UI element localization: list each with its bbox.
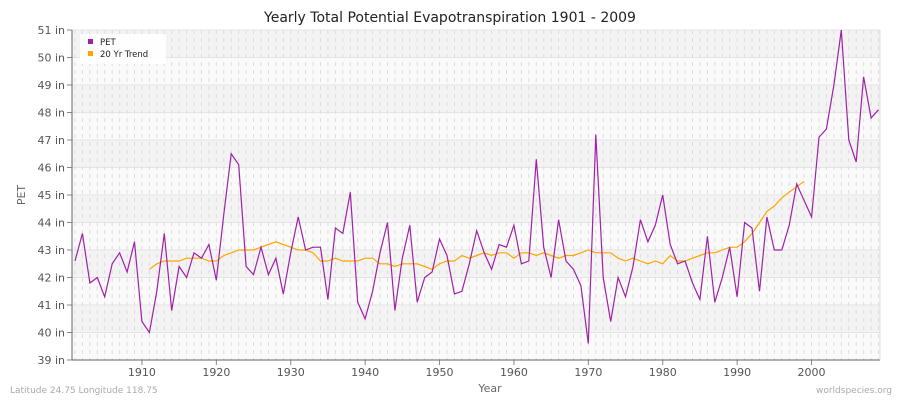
y-tick-label: 49 in	[37, 79, 65, 92]
y-tick-label: 50 in	[37, 52, 65, 65]
x-tick-label: 1990	[723, 366, 751, 379]
y-tick-label: 44 in	[37, 217, 65, 230]
band	[72, 112, 880, 140]
band	[72, 140, 880, 168]
band	[72, 277, 880, 305]
legend: PET 20 Yr Trend	[80, 34, 166, 64]
x-tick-label: 1930	[277, 366, 305, 379]
source-label: worldspecies.org	[816, 386, 892, 396]
y-tick-label: 51 in	[37, 24, 65, 37]
x-tick-label: 1950	[426, 366, 454, 379]
x-axis: 1910 1920 1930 1940 1950 1960 1970 1980 1990 2000	[128, 360, 826, 379]
y-tick-label: 48 in	[37, 107, 65, 120]
trend-line	[149, 180, 805, 270]
band	[72, 305, 880, 333]
pet-line	[74, 29, 879, 344]
band	[72, 167, 880, 195]
band	[72, 332, 880, 360]
y-tick-label: 39 in	[37, 354, 65, 367]
legend-label-trend: 20 Yr Trend	[100, 50, 148, 60]
y-tick-label: 41 in	[37, 299, 65, 312]
y-tick-label: 47 in	[37, 134, 65, 147]
y-tick-label: 40 in	[37, 327, 65, 340]
x-tick-label: 1940	[351, 366, 379, 379]
y-tick-label: 45 in	[37, 189, 65, 202]
location-label: Latitude 24.75 Longitude 118.75	[10, 386, 158, 396]
y-axis-label: PET	[15, 185, 28, 206]
x-tick-label: 1980	[649, 366, 677, 379]
x-tick-label: 1910	[128, 366, 156, 379]
y-tick-label: 46 in	[37, 162, 65, 175]
legend-box	[80, 34, 166, 64]
band	[72, 30, 880, 58]
x-tick-label: 1960	[500, 366, 528, 379]
x-axis-label: Year	[477, 382, 502, 395]
legend-swatch-pet	[88, 39, 93, 44]
legend-label-pet: PET	[100, 38, 116, 48]
y-tick-label: 43 in	[37, 244, 65, 257]
band	[72, 250, 880, 278]
y-tick-label: 42 in	[37, 272, 65, 285]
band	[72, 85, 880, 113]
chart-title: Yearly Total Potential Evapotranspiratio…	[263, 10, 636, 26]
legend-swatch-trend	[88, 51, 93, 56]
x-tick-label: 1920	[202, 366, 230, 379]
y-axis: 39 in 40 in 41 in 42 in 43 in 44 in 45 in 46 in…	[37, 24, 72, 367]
band	[72, 195, 880, 223]
x-tick-label: 2000	[798, 366, 826, 379]
band	[72, 57, 880, 85]
x-tick-label: 1970	[574, 366, 602, 379]
